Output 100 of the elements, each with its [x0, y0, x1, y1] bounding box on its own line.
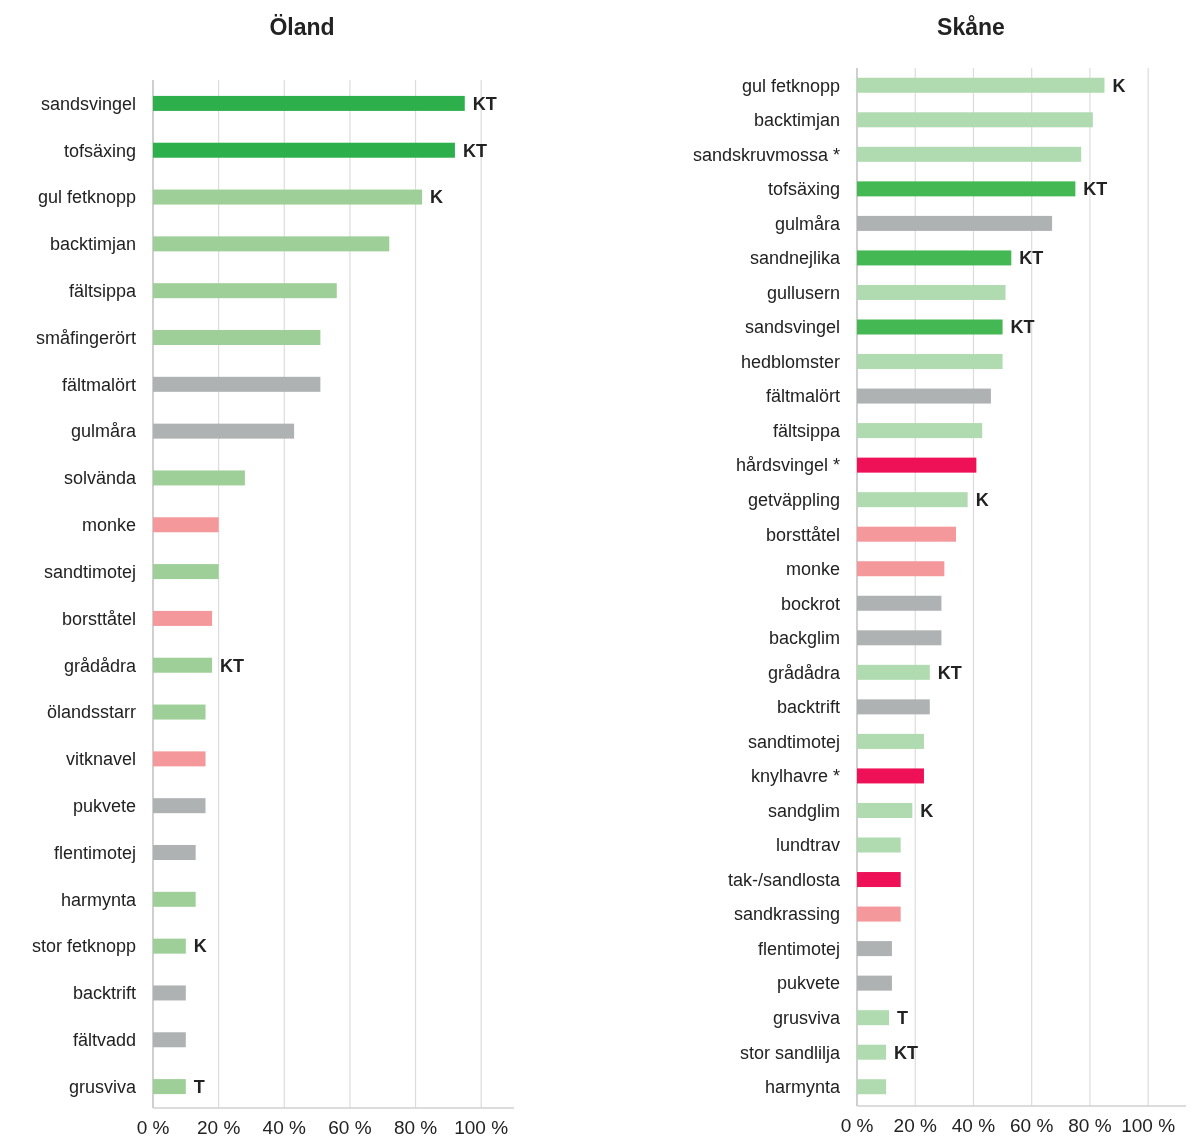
y-tick-label: sandsvingel: [40, 93, 136, 114]
bar: [857, 837, 901, 853]
x-tick-label: 100 %: [1121, 1115, 1176, 1136]
bar: [153, 283, 337, 299]
y-tick-label: flentimotej: [53, 842, 136, 863]
data-label: K: [920, 800, 934, 821]
data-label: KT: [937, 662, 962, 683]
x-tick-label: 80 %: [1068, 1115, 1112, 1136]
bar: [857, 1079, 887, 1095]
y-tick-label: fältsippa: [772, 420, 841, 441]
x-tick-label: 40 %: [951, 1115, 996, 1136]
bar: [153, 189, 423, 205]
bar: [857, 1044, 887, 1060]
data-label: KT: [894, 1042, 919, 1063]
y-tick-label: stor fetknopp: [31, 936, 136, 957]
y-tick-label: flentimotej: [757, 938, 840, 959]
y-tick-label: fältsippa: [68, 280, 137, 301]
data-label: KT: [472, 93, 497, 114]
y-tick-label: bockrot: [780, 593, 840, 614]
bar: [153, 330, 321, 345]
y-tick-label: borsttåtel: [61, 608, 136, 629]
y-tick-label: tofsäxing: [767, 179, 840, 200]
y-tick-label: grusviva: [772, 1007, 841, 1028]
bar: [153, 610, 213, 626]
data-label: K: [430, 187, 444, 208]
x-tick-label: 100 %: [454, 1117, 509, 1137]
y-tick-label: harmynta: [764, 1077, 841, 1098]
x-tick-label: 0 %: [840, 1115, 874, 1136]
bar: [857, 975, 892, 991]
y-tick-label: knylhavre *: [750, 766, 840, 787]
bar: [153, 423, 295, 439]
bar: [153, 845, 196, 860]
y-tick-label: backtrift: [72, 983, 136, 1004]
bar: [857, 872, 901, 888]
y-tick-label: backtrift: [776, 697, 840, 718]
y-tick-label: pukvete: [72, 795, 136, 816]
x-tick-label: 0 %: [136, 1117, 170, 1137]
y-tick-label: sandtimotej: [43, 561, 136, 582]
y-tick-label: harmynta: [60, 889, 137, 910]
bar: [153, 798, 206, 814]
bar: [153, 1079, 186, 1095]
data-label: T: [897, 1007, 909, 1028]
data-label: KT: [1019, 248, 1044, 269]
bar: [857, 664, 930, 680]
bar: [153, 985, 186, 1001]
y-tick-label: tak-/sandlosta: [727, 869, 841, 890]
y-tick-label: getväppling: [747, 489, 840, 510]
x-tick-label: 60 %: [328, 1117, 372, 1137]
y-tick-label: hedblomster: [740, 351, 840, 372]
bar: [857, 699, 930, 715]
y-tick-label: sandtimotej: [747, 731, 840, 752]
x-tick-label: 40 %: [262, 1117, 307, 1137]
data-label: KT: [1010, 317, 1035, 338]
y-tick-label: sandskruvmossa *: [692, 144, 840, 165]
bar: [857, 1010, 890, 1026]
y-tick-label: grådådra: [63, 655, 137, 676]
y-tick-label: sandsvingel: [744, 317, 840, 338]
y-tick-label: fältvadd: [72, 1030, 136, 1051]
y-tick-label: sandglim: [767, 800, 840, 821]
bar: [153, 142, 455, 158]
bar: [857, 561, 945, 577]
y-tick-label: tofsäxing: [63, 140, 136, 161]
data-label: KT: [1083, 179, 1108, 200]
y-tick-label: småfingerört: [35, 327, 136, 348]
y-tick-label: gul fetknopp: [741, 75, 840, 96]
bar: [857, 388, 991, 404]
y-tick-label: gulmåra: [70, 421, 137, 442]
bar: [857, 146, 1082, 162]
y-tick-label: gulmåra: [774, 213, 841, 234]
bar: [857, 423, 983, 439]
y-tick-label: monke: [81, 515, 136, 536]
bar: [153, 95, 465, 111]
data-label: K: [193, 936, 207, 957]
data-label: KT: [462, 140, 487, 161]
data-label: K: [1112, 75, 1126, 96]
bar: [153, 236, 390, 252]
bar: [153, 564, 219, 580]
chart-title: Skåne: [937, 14, 1005, 40]
y-tick-label: solvända: [63, 468, 137, 489]
y-tick-label: sandnejlika: [749, 248, 841, 269]
y-tick-label: backglim: [768, 628, 840, 649]
chart-title: Öland: [269, 14, 335, 40]
x-tick-label: 20 %: [196, 1117, 241, 1137]
bar: [857, 284, 1006, 300]
bar: [153, 938, 186, 954]
bar: [857, 526, 956, 542]
x-tick-label: 20 %: [893, 1115, 937, 1136]
data-label: T: [193, 1076, 205, 1097]
data-label: K: [975, 489, 989, 510]
bar: [153, 376, 321, 392]
bar: [857, 768, 924, 784]
y-tick-label: backtimjan: [753, 110, 840, 131]
bar: [153, 1032, 186, 1048]
y-tick-label: backtimjan: [49, 234, 136, 255]
y-tick-label: lundtrav: [775, 835, 840, 856]
y-tick-label: grusviva: [68, 1076, 137, 1097]
bar: [857, 941, 892, 957]
y-tick-label: gul fetknopp: [37, 187, 136, 208]
bar: [857, 733, 924, 749]
bar: [153, 891, 196, 907]
